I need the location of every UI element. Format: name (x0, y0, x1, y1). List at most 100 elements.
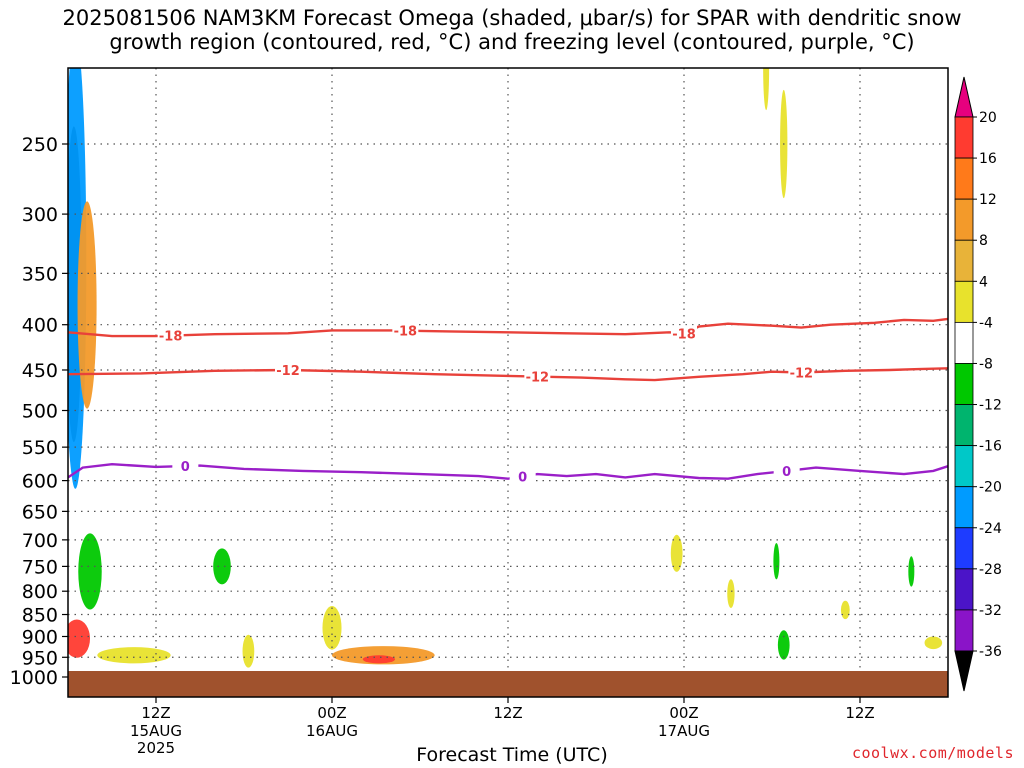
colorbar-label: -28 (979, 562, 1002, 578)
colorbar-top-triangle (954, 76, 974, 118)
x-tick-date: 17AUG (658, 722, 710, 740)
colorbar-label: -4 (979, 315, 993, 331)
omega-region (332, 646, 435, 665)
contour-line--18 (68, 317, 948, 338)
y-tick-label: 300 (22, 204, 58, 226)
colorbar-band (954, 568, 974, 611)
omega-region (773, 543, 780, 580)
contour-label--12: -12 (526, 371, 550, 386)
colorbar-band (954, 486, 974, 529)
omega-region (670, 534, 683, 572)
y-tick-label: 850 (22, 605, 58, 627)
contour-label--18: -18 (159, 330, 183, 345)
omega-region (68, 619, 90, 658)
colorbar-label: 20 (979, 110, 997, 126)
colorbar-band (954, 527, 974, 570)
y-tick-label: 900 (22, 626, 58, 648)
colorbar-label: -24 (979, 521, 1002, 537)
title-line-2: growth region (contoured, red, °C) and f… (109, 30, 915, 54)
colorbar-label: -16 (979, 439, 1002, 455)
contour-label-bg (157, 327, 184, 344)
colorbar-band (954, 321, 974, 364)
omega-region (777, 630, 790, 660)
omega-region (77, 201, 97, 409)
y-tick-label: 350 (22, 263, 58, 285)
x-tick-date: 15AUG (130, 722, 182, 740)
omega-region (362, 655, 396, 664)
omega-region (242, 634, 255, 668)
y-tick-label: 400 (22, 315, 58, 337)
contour-label-0: 0 (782, 465, 791, 480)
colorbar-label: -12 (979, 398, 1002, 414)
y-tick-label: 600 (22, 471, 58, 493)
omega-shading (68, 68, 943, 685)
x-tick-year: 2025 (137, 739, 175, 757)
colorbar-band (954, 198, 974, 241)
colorbar-label: 12 (979, 192, 997, 208)
y-tick-label: 700 (22, 530, 58, 552)
contour-label-0: 0 (518, 470, 527, 485)
contour-line-0 (68, 462, 948, 480)
colorbar-bottom-triangle (954, 650, 974, 692)
colorbar: 20 16 12 8 4 -4 -8 -12 -16 -20 -24 -28 -32 -36 (954, 76, 1002, 692)
y-tick-label: 1000 (10, 667, 58, 689)
contour-label-bg (392, 322, 419, 339)
chart-title: 2025081506 NAM3KM Forecast Omega (shaded… (0, 6, 1024, 54)
colorbar-label: -36 (979, 644, 1002, 660)
colorbar-band (954, 157, 974, 200)
y-tick-label: 800 (22, 581, 58, 603)
contour-label-bg (524, 368, 551, 385)
omega-region (908, 556, 915, 587)
x-tick-date: 16AUG (306, 722, 358, 740)
omega-region (727, 579, 735, 608)
y-tick-label: 500 (22, 401, 58, 423)
title-line-1: 2025081506 NAM3KM Forecast Omega (shaded… (62, 6, 962, 30)
colorbar-label: 16 (979, 151, 997, 167)
omega-region (78, 533, 102, 610)
colorbar-band (954, 609, 974, 652)
contour-label--18: -18 (672, 327, 696, 342)
colorbar-label: -8 (979, 356, 993, 372)
colorbar-label: 8 (979, 233, 988, 249)
credit-text: coolwx.com/models (851, 744, 1014, 762)
contour-label-0: 0 (181, 460, 190, 475)
contour-label--18: -18 (394, 325, 418, 340)
colorbar-label: -32 (979, 603, 1002, 619)
colorbar-band (954, 239, 974, 282)
ground-band (68, 671, 948, 697)
x-tick-label: 12Z (845, 704, 874, 722)
colorbar-band (954, 404, 974, 447)
omega-region (763, 68, 770, 111)
colorbar-band (954, 445, 974, 488)
contour-label-bg (773, 462, 800, 479)
y-tick-label: 250 (22, 134, 58, 156)
x-tick-label: 00Z (317, 704, 346, 722)
plot-frame (67, 67, 949, 698)
colorbar-band (954, 363, 974, 405)
colorbar-label: 4 (979, 274, 988, 290)
x-tick-label: 00Z (669, 704, 698, 722)
contour-label-bg (275, 361, 301, 378)
x-tick-label: 12Z (493, 704, 522, 722)
y-tick-label: 950 (22, 647, 58, 669)
x-tick-label: 12Z (141, 704, 170, 722)
omega-region (213, 548, 231, 585)
colorbar-label: -20 (979, 480, 1002, 496)
grid-lines (68, 68, 948, 697)
contours: -18 -18 -18 -12 -12 -12 0 0 0 (68, 317, 948, 485)
colorbar-band (954, 280, 974, 323)
y-tick-label: 450 (22, 360, 58, 382)
omega-region (924, 636, 943, 650)
contour-label-bg (509, 468, 536, 485)
contour-label-bg (788, 364, 815, 381)
y-axis: 2503003504004505005506006507007508008509… (10, 134, 68, 689)
x-axis-label: Forecast Time (UTC) (416, 744, 608, 766)
colorbar-band (954, 116, 974, 159)
contour-label--12: -12 (276, 364, 300, 379)
omega-region (840, 600, 850, 620)
y-tick-label: 650 (22, 501, 58, 523)
omega-region (97, 647, 171, 664)
y-tick-label: 750 (22, 556, 58, 578)
